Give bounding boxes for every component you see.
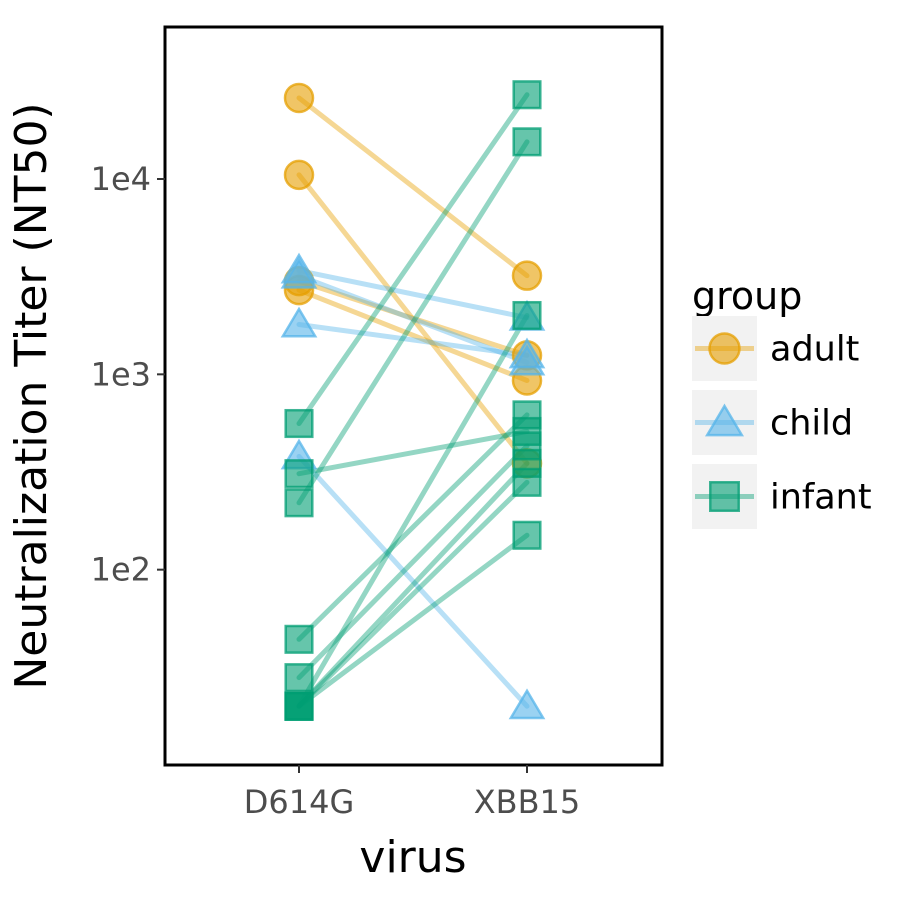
data-point-infant-8-D614G (284, 408, 314, 439)
pair-line-child-6 (296, 321, 530, 358)
pair-line-adult-1 (296, 172, 530, 466)
legend-marker-adult (708, 332, 741, 365)
plot-panel (163, 25, 664, 767)
pair-line-infant-13 (296, 313, 530, 709)
x-tick-label-D614G: D614G (244, 783, 355, 821)
data-point-adult-0-XBB15 (511, 260, 543, 291)
data-point-infant-15-XBB15 (512, 467, 542, 497)
pair-line-infant-10 (296, 428, 530, 477)
pair-lines (296, 92, 530, 709)
data-point-infant-8-XBB15 (512, 80, 542, 110)
data-point-adult-1-D614G (283, 159, 315, 191)
pair-line-child-5 (296, 273, 530, 365)
pair-line-child-4 (296, 268, 530, 321)
x-axis-title: virus (359, 832, 466, 883)
y-axis-title: Neutralization Titer (NT50) (6, 102, 57, 689)
legend-label-infant: infant (770, 478, 872, 518)
data-point-infant-11-D614G (284, 624, 314, 654)
legend-label-adult: adult (770, 330, 859, 370)
legend: adult child infant (692, 316, 872, 529)
data-point-infant-12-D614G (284, 663, 314, 693)
legend-marker-child (704, 403, 745, 437)
pair-line-child-7 (296, 453, 530, 709)
data-point-infant-10-D614G (284, 459, 314, 489)
data-point-adult-0-D614G (283, 82, 315, 114)
pair-line-adult-2 (296, 278, 530, 358)
y-tick-label-0: 1e2 (91, 551, 151, 589)
data-point-infant-9-XBB15 (512, 127, 542, 157)
y-tick-label-2: 1e4 (91, 160, 151, 198)
pair-line-infant-11 (296, 412, 530, 642)
pair-line-infant-8 (296, 92, 530, 427)
legend-marker-infant (709, 481, 740, 512)
data-point-child-6-XBB15 (508, 337, 546, 369)
data-point-infant-16-D614G (284, 691, 314, 721)
pair-line-infant-12 (296, 443, 530, 681)
data-point-child-7-XBB15 (508, 688, 546, 720)
data-points (280, 80, 546, 721)
pair-line-infant-14 (296, 460, 530, 709)
pair-line-adult-0 (296, 95, 530, 279)
legend-label-child: child (770, 404, 853, 444)
pair-line-infant-9 (296, 139, 530, 506)
data-point-child-5-D614G (280, 257, 318, 289)
pair-line-infant-16 (296, 532, 530, 709)
data-point-infant-9-D614G (284, 488, 314, 518)
x-tick-label-XBB15: XBB15 (474, 783, 581, 821)
data-point-infant-13-XBB15 (512, 300, 542, 331)
data-point-infant-11-XBB15 (512, 400, 542, 430)
pair-line-infant-15 (296, 479, 530, 709)
data-point-child-6-D614G (280, 306, 318, 338)
legend-title: group (692, 274, 802, 318)
data-point-infant-16-XBB15 (512, 520, 542, 550)
axes: 1e2 1e3 1e4 D614G XBB15 (91, 160, 581, 821)
y-tick-label-1: 1e3 (91, 355, 151, 393)
pair-line-adult-3 (296, 287, 530, 383)
